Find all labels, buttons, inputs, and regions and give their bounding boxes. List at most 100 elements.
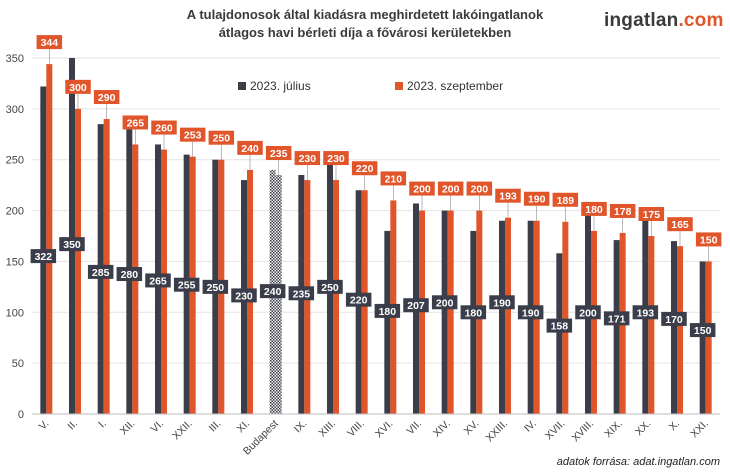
- data-label-july-box: [59, 237, 85, 252]
- data-label-september-text: 180: [585, 204, 603, 216]
- data-label-july: 200: [575, 305, 601, 320]
- bar-september: [447, 210, 454, 414]
- data-label-july: 280: [116, 267, 143, 282]
- data-label-september-text: 200: [442, 184, 460, 196]
- bar-july: [69, 58, 75, 414]
- bar-september: [46, 64, 53, 415]
- data-label-july: 250: [317, 279, 343, 294]
- data-label-july-text: 220: [350, 295, 368, 307]
- data-label-july-box: [87, 264, 114, 279]
- x-category-label: III.: [207, 418, 224, 435]
- data-label-july-text: 190: [493, 297, 511, 309]
- data-label-september: 344: [36, 35, 63, 50]
- data-label-july: 193: [632, 305, 659, 320]
- data-label-july: 255: [173, 277, 200, 292]
- data-label-july: 190: [517, 305, 544, 320]
- data-label-september: 210: [380, 171, 407, 186]
- data-label-july: 200: [431, 295, 458, 310]
- chart-title-line2: átlagos havi bérleti díja a fővárosi ker…: [218, 25, 512, 40]
- data-label-july-text: 350: [63, 239, 81, 251]
- data-label-september-text: 253: [184, 130, 202, 142]
- bar-july: [441, 210, 448, 414]
- x-category-label: IV.: [522, 418, 539, 435]
- data-label-september-box: [65, 79, 91, 94]
- x-category-label: XXIII.: [483, 418, 510, 445]
- data-label-september: 230: [294, 151, 321, 166]
- data-label-september-text: 290: [98, 92, 116, 104]
- data-label-september: 200: [437, 181, 464, 196]
- data-label-july-text: 171: [608, 313, 626, 325]
- data-label-september-text: 230: [327, 153, 345, 165]
- x-category-label: V.: [37, 418, 52, 433]
- data-label-september-text: 178: [614, 206, 632, 218]
- data-label-september: 165: [667, 217, 693, 232]
- data-label-september-box: [93, 90, 120, 105]
- x-category-label: XVI.: [373, 418, 396, 441]
- data-label-july-text: 230: [235, 290, 253, 302]
- data-label-july: 285: [87, 264, 114, 279]
- data-label-september-box: [351, 161, 378, 176]
- legend-swatch-july: [238, 82, 246, 90]
- data-label-july: 171: [603, 311, 630, 326]
- data-label-september-box: [208, 130, 235, 145]
- data-label-july-text: 250: [321, 282, 339, 294]
- data-label-september: 180: [581, 201, 607, 216]
- data-label-july: 190: [489, 295, 515, 310]
- data-label-september: 200: [409, 181, 435, 196]
- data-label-september-box: [581, 201, 607, 216]
- data-label-september-text: 200: [471, 184, 489, 196]
- data-label-july: 350: [59, 237, 85, 252]
- x-category-label: XV.: [462, 418, 482, 438]
- data-label-july-text: 240: [264, 286, 282, 298]
- data-label-july-text: 158: [551, 321, 569, 333]
- data-label-july-box: [489, 295, 515, 310]
- bar-september: [333, 180, 339, 414]
- bar-september: [648, 236, 655, 414]
- data-label-july: 235: [288, 286, 315, 301]
- data-label-september: 193: [495, 188, 521, 203]
- data-label-july-text: 180: [465, 307, 483, 319]
- x-category-label: II.: [65, 418, 80, 433]
- data-label-july-box: [116, 267, 143, 282]
- data-label-july-box: [460, 305, 487, 320]
- data-label-july-box: [30, 249, 57, 264]
- x-category-label: XX.: [633, 418, 653, 438]
- y-tick-label: 50: [12, 358, 24, 370]
- data-label-july-text: 150: [694, 325, 712, 337]
- data-label-july-text: 285: [92, 267, 110, 279]
- data-label-september: 230: [323, 151, 349, 166]
- chart-title-line1: A tulajdonosok által kiadásra meghirdete…: [186, 7, 544, 22]
- data-label-july-text: 193: [637, 307, 655, 319]
- data-label-september-box: [122, 115, 149, 130]
- data-label-july: 150: [689, 323, 716, 338]
- data-label-july-box: [661, 311, 687, 326]
- x-category-label: I.: [96, 418, 109, 431]
- data-label-september-box: [151, 120, 177, 135]
- legend: 2023. július 2023. szeptember: [238, 79, 503, 93]
- data-label-july-text: 180: [379, 306, 397, 318]
- data-label-september: 150: [695, 232, 722, 247]
- bar-july: [384, 230, 391, 414]
- x-category-label: XXII.: [170, 418, 195, 443]
- data-label-september: 235: [265, 145, 292, 160]
- data-label-september-box: [638, 207, 665, 221]
- data-label-september-box: [523, 191, 550, 206]
- data-label-september: 200: [466, 181, 493, 196]
- data-label-july-text: 250: [207, 282, 225, 294]
- x-category-label: VI.: [149, 418, 167, 436]
- data-label-july-text: 170: [665, 314, 683, 326]
- x-category-label: IX.: [292, 418, 310, 436]
- data-label-september: 250: [208, 130, 235, 145]
- data-label-september: 220: [351, 161, 378, 176]
- data-label-september-text: 235: [270, 148, 288, 160]
- data-label-july: 240: [259, 284, 286, 299]
- y-tick-label: 350: [6, 53, 24, 65]
- data-label-july-box: [575, 305, 601, 320]
- data-label-july-box: [689, 323, 716, 338]
- x-category-label: XIII.: [316, 418, 338, 440]
- data-label-july: 207: [403, 298, 429, 313]
- data-label-september: 175: [638, 207, 665, 221]
- data-label-september-box: [323, 151, 349, 166]
- data-label-september-text: 193: [499, 191, 517, 203]
